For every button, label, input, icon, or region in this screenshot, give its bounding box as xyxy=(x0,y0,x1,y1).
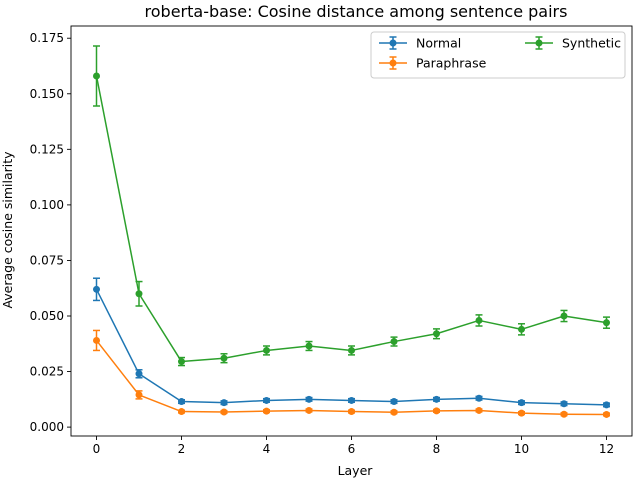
data-point xyxy=(178,358,185,366)
data-point xyxy=(348,396,355,404)
data-point xyxy=(560,312,568,320)
x-tick-label: 8 xyxy=(433,442,441,456)
data-point xyxy=(93,72,100,80)
data-point xyxy=(518,399,525,407)
series-synthetic xyxy=(93,45,610,367)
y-tick-label: 0.150 xyxy=(30,87,64,101)
data-point xyxy=(305,342,313,350)
legend-entry-normal: Normal xyxy=(379,36,461,51)
series-line xyxy=(95,75,607,363)
x-axis-label: Layer xyxy=(338,463,374,478)
axes: 0 2 4 6 8 10 12 0.000 0.025 0.050 0.075 0.100 0.125 0… xyxy=(30,25,633,456)
series-paraphrase xyxy=(93,329,610,418)
data-point xyxy=(220,354,228,362)
data-point xyxy=(390,338,398,346)
data-point xyxy=(263,407,270,415)
data-point xyxy=(560,410,568,418)
series-normal xyxy=(93,277,610,409)
data-point xyxy=(390,408,398,416)
chart-title: roberta-base: Cosine distance among sent… xyxy=(145,2,568,21)
data-point xyxy=(93,336,100,344)
x-tick-label: 12 xyxy=(599,442,614,456)
data-point xyxy=(135,370,143,378)
legend-marker xyxy=(389,59,397,67)
data-point xyxy=(603,319,610,327)
legend-box xyxy=(370,31,626,79)
data-point xyxy=(178,398,185,406)
data-point xyxy=(518,409,525,417)
y-tick-label: 0.025 xyxy=(30,365,64,379)
legend-marker xyxy=(535,39,543,47)
y-tick-label: 0.175 xyxy=(30,31,64,45)
data-point xyxy=(135,391,143,399)
data-point xyxy=(433,330,440,338)
data-point xyxy=(475,406,483,414)
y-tick-label: 0.000 xyxy=(30,420,64,434)
data-point xyxy=(475,394,483,402)
plot-frame xyxy=(70,25,633,437)
data-point xyxy=(603,401,610,409)
y-tick-label: 0.075 xyxy=(30,253,64,267)
data-point xyxy=(348,346,355,354)
plot-area xyxy=(93,45,610,418)
x-tick-label: 2 xyxy=(178,442,186,456)
data-point xyxy=(518,325,525,333)
x-tick-label: 10 xyxy=(514,442,529,456)
legend-entry-synthetic: Synthetic xyxy=(525,36,621,51)
legend-label: Synthetic xyxy=(562,36,621,51)
x-tick-label: 0 xyxy=(93,442,101,456)
data-point xyxy=(135,290,143,298)
legend-entry-paraphrase: Paraphrase xyxy=(379,56,487,71)
y-tick-label: 0.050 xyxy=(30,309,64,323)
y-axis-label: Average cosine similarity xyxy=(0,151,15,309)
legend: Normal Paraphrase Synthetic xyxy=(370,31,626,79)
data-point xyxy=(433,395,440,403)
data-point xyxy=(475,316,483,324)
y-tick-label: 0.125 xyxy=(30,142,64,156)
data-point xyxy=(263,346,270,354)
legend-marker xyxy=(389,39,397,47)
data-point xyxy=(390,398,398,406)
data-point xyxy=(220,399,228,407)
data-point xyxy=(603,410,610,418)
data-point xyxy=(178,408,185,416)
data-point xyxy=(93,285,100,293)
legend-label: Normal xyxy=(416,36,461,51)
x-tick-label: 4 xyxy=(263,442,271,456)
data-point xyxy=(220,408,228,416)
data-point xyxy=(305,395,313,403)
data-point xyxy=(305,406,313,414)
x-tick-label: 6 xyxy=(348,442,356,456)
data-point xyxy=(433,407,440,415)
data-point xyxy=(263,396,270,404)
legend-label: Paraphrase xyxy=(416,56,487,71)
data-point xyxy=(348,408,355,416)
data-point xyxy=(560,400,568,408)
y-tick-label: 0.100 xyxy=(30,198,64,212)
